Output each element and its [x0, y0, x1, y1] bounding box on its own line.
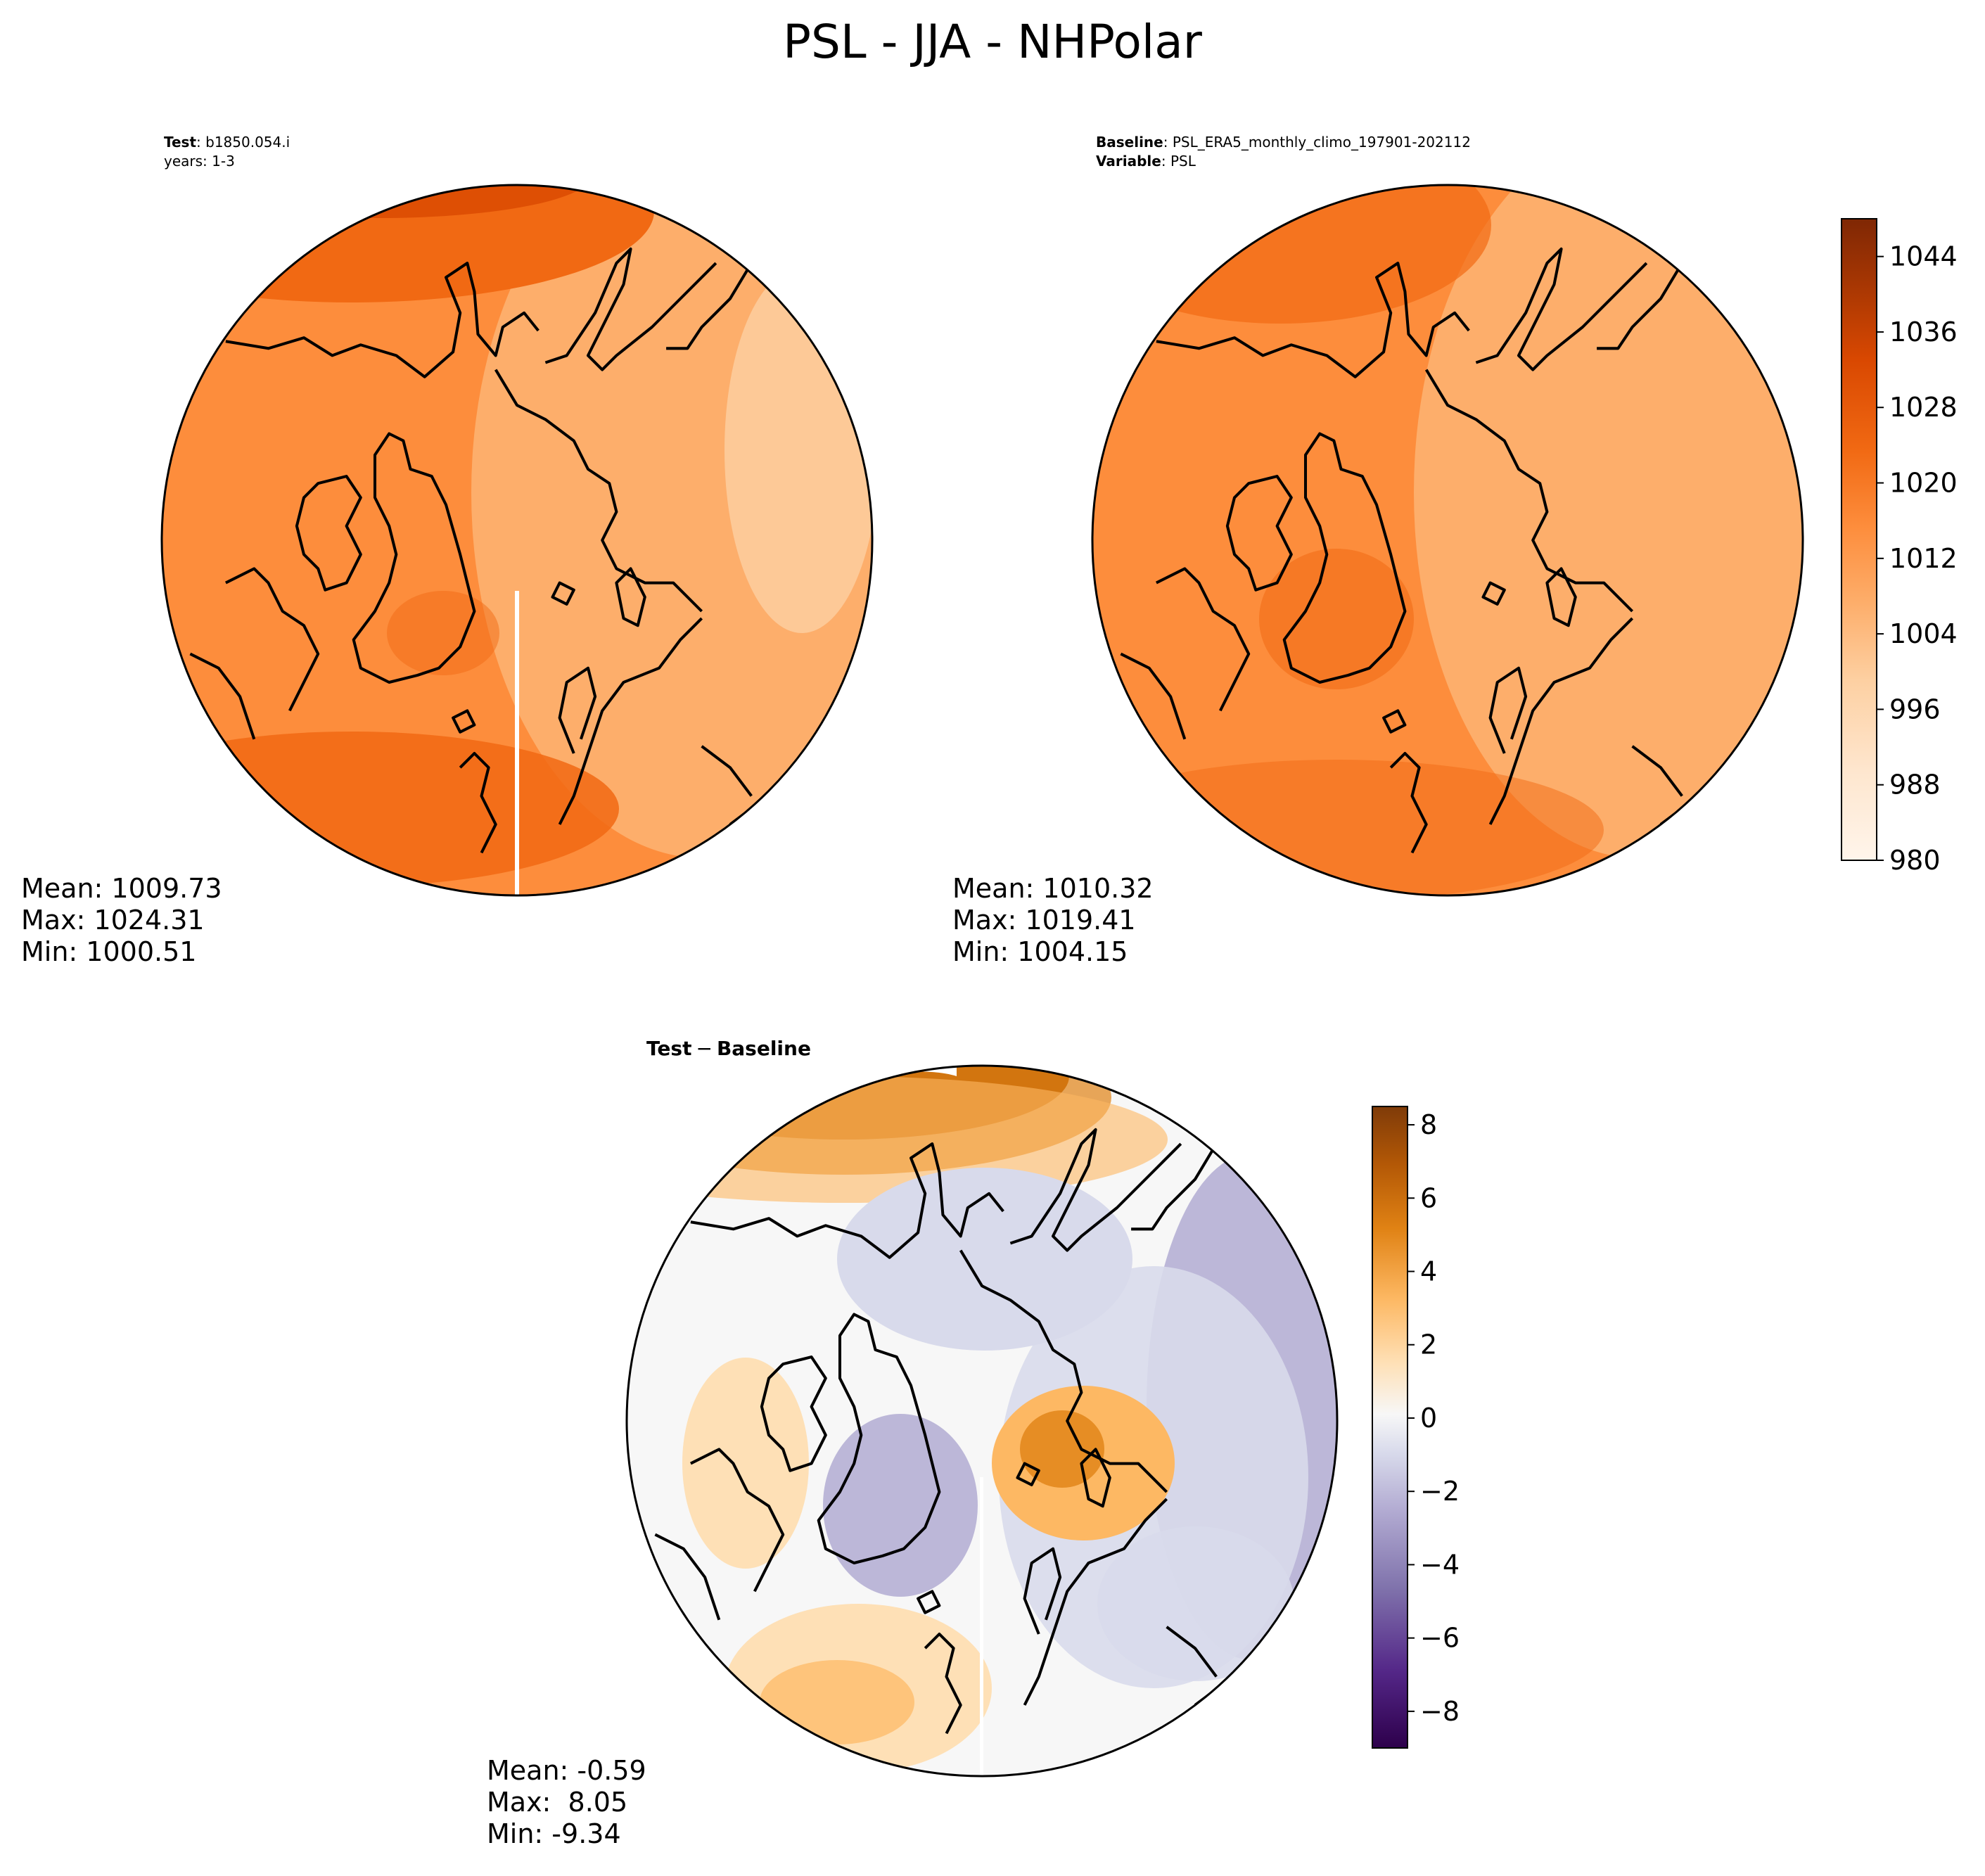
- baseline-min: Min: 1004.15: [952, 936, 1128, 967]
- difference-map: [627, 1066, 1337, 1776]
- baseline-header-line-2: Variable: PSL: [1096, 153, 1196, 170]
- baseline-max: Max: 1019.41: [952, 905, 1136, 936]
- difference-colorbar-tick-label: 8: [1420, 1109, 1437, 1140]
- absolute-colorbar-tick-label: 1036: [1889, 317, 1958, 347]
- difference-colorbar-tick-label: 2: [1420, 1329, 1437, 1360]
- absolute-colorbar-tick-label: 1044: [1889, 241, 1958, 272]
- difference-max: Max: 8.05: [487, 1787, 627, 1818]
- absolute-colorbar-tick-label: 980: [1889, 845, 1941, 876]
- absolute-colorbar-tick-label: 996: [1889, 694, 1941, 725]
- difference-panel: Test − Baseline Mean: -0.59 Max: 8.05 Min:…: [487, 1037, 1339, 1849]
- test-map: [162, 185, 872, 895]
- test-panel: Test: b1850.054.i years: 1-3 Mean: 1009.…: [21, 134, 874, 967]
- baseline-map-border: [1091, 184, 1804, 897]
- difference-map-border: [625, 1064, 1339, 1778]
- baseline-mean: Mean: 1010.32: [952, 873, 1154, 904]
- absolute-colorbar-ramp: [1841, 218, 1877, 861]
- difference-colorbar-tick-label: −6: [1420, 1623, 1460, 1654]
- absolute-colorbar-tick-label: 1004: [1889, 618, 1958, 649]
- difference-colorbar-ramp: [1372, 1106, 1408, 1749]
- absolute-colorbar: 1044 1036 1028 1020 1012 1004 996 988 980: [1841, 218, 1958, 876]
- absolute-colorbar-tick-label: 1012: [1889, 543, 1958, 574]
- test-header-line-2: years: 1-3: [164, 153, 235, 170]
- difference-colorbar-tick-label: −2: [1420, 1476, 1460, 1507]
- difference-colorbar-tick-label: 0: [1420, 1403, 1437, 1434]
- figure-title: PSL - JJA - NHPolar: [783, 15, 1203, 69]
- test-max: Max: 1024.31: [21, 905, 205, 936]
- difference-title: Test − Baseline: [646, 1037, 811, 1060]
- difference-colorbar-tick-label: −8: [1420, 1696, 1460, 1727]
- baseline-panel: Baseline: PSL_ERA5_monthly_climo_197901-…: [952, 134, 1804, 967]
- test-map-border: [160, 184, 874, 897]
- absolute-colorbar-tick-label: 1028: [1889, 392, 1958, 423]
- test-header-line-1: Test: b1850.054.i: [164, 134, 290, 151]
- baseline-header-line-1: Baseline: PSL_ERA5_monthly_climo_197901-…: [1096, 134, 1471, 151]
- difference-min: Min: -9.34: [487, 1818, 621, 1849]
- absolute-colorbar-tick-label: 988: [1889, 770, 1941, 800]
- test-min: Min: 1000.51: [21, 936, 196, 967]
- difference-colorbar: 8 6 4 2 0 −2 −4 −6 −8: [1372, 1106, 1460, 1749]
- absolute-colorbar-tick-label: 1020: [1889, 468, 1958, 499]
- difference-colorbar-tick-label: 4: [1420, 1256, 1437, 1287]
- difference-colorbar-tick-label: 6: [1420, 1182, 1437, 1213]
- difference-mean: Mean: -0.59: [487, 1755, 646, 1786]
- test-mean: Mean: 1009.73: [21, 873, 222, 904]
- difference-colorbar-tick-label: −4: [1420, 1549, 1460, 1580]
